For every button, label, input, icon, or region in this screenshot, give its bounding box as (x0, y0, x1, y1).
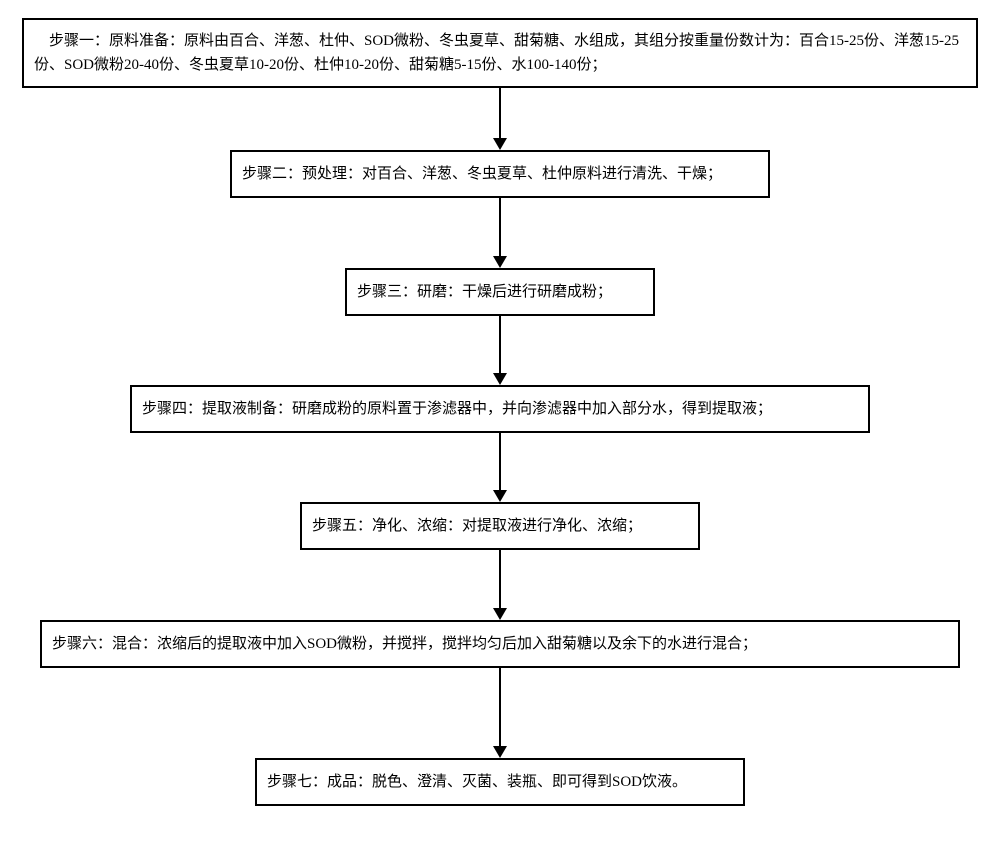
step7-label: 步骤七：成品：脱色、澄清、灭菌、装瓶、即可得到SOD饮液。 (267, 770, 687, 794)
step2-label: 步骤二：预处理：对百合、洋葱、冬虫夏草、杜仲原料进行清洗、干燥； (242, 162, 722, 186)
flowchart-step2: 步骤二：预处理：对百合、洋葱、冬虫夏草、杜仲原料进行清洗、干燥； (230, 150, 770, 198)
arrow-head-6 (493, 746, 507, 758)
flowchart-step1: 步骤一：原料准备：原料由百合、洋葱、杜仲、SOD微粉、冬虫夏草、甜菊糖、水组成，… (22, 18, 978, 88)
arrow-line-1 (499, 88, 501, 138)
step4-label: 步骤四：提取液制备：研磨成粉的原料置于渗滤器中，并向渗滤器中加入部分水，得到提取… (142, 397, 772, 421)
arrow-line-5 (499, 550, 501, 608)
arrow-head-5 (493, 608, 507, 620)
flowchart-step3: 步骤三：研磨：干燥后进行研磨成粉； (345, 268, 655, 316)
flowchart-step7: 步骤七：成品：脱色、澄清、灭菌、装瓶、即可得到SOD饮液。 (255, 758, 745, 806)
step5-label: 步骤五：净化、浓缩：对提取液进行净化、浓缩； (312, 514, 642, 538)
step3-label: 步骤三：研磨：干燥后进行研磨成粉； (357, 280, 612, 304)
arrow-line-3 (499, 316, 501, 373)
flowchart-step4: 步骤四：提取液制备：研磨成粉的原料置于渗滤器中，并向渗滤器中加入部分水，得到提取… (130, 385, 870, 433)
arrow-line-6 (499, 668, 501, 746)
arrow-head-2 (493, 256, 507, 268)
flowchart-canvas: 步骤一：原料准备：原料由百合、洋葱、杜仲、SOD微粉、冬虫夏草、甜菊糖、水组成，… (0, 0, 1000, 845)
flowchart-step5: 步骤五：净化、浓缩：对提取液进行净化、浓缩； (300, 502, 700, 550)
arrow-head-3 (493, 373, 507, 385)
step1-label: 步骤一：原料准备：原料由百合、洋葱、杜仲、SOD微粉、冬虫夏草、甜菊糖、水组成，… (34, 29, 966, 77)
flowchart-step6: 步骤六：混合：浓缩后的提取液中加入SOD微粉，并搅拌，搅拌均匀后加入甜菊糖以及余… (40, 620, 960, 668)
arrow-line-2 (499, 198, 501, 256)
arrow-head-1 (493, 138, 507, 150)
arrow-head-4 (493, 490, 507, 502)
step6-label: 步骤六：混合：浓缩后的提取液中加入SOD微粉，并搅拌，搅拌均匀后加入甜菊糖以及余… (52, 632, 757, 656)
arrow-line-4 (499, 433, 501, 490)
